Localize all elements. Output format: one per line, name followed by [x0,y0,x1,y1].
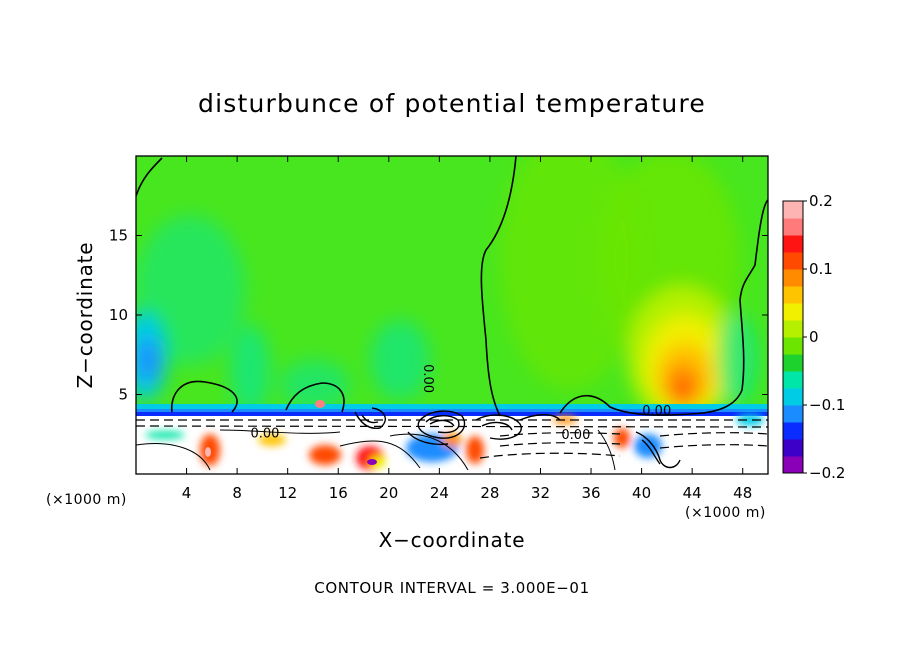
x-tick-label: 40 [632,484,651,502]
x-unit-label-left: (×1000 m) [46,492,127,508]
x-tick-label: 32 [531,484,550,502]
colorbar-swatch [783,201,803,219]
potential-temperature-field [136,156,768,474]
colorbar-swatch [783,218,803,236]
colorbar-swatch [783,320,803,338]
colorbar-swatch [783,371,803,389]
contour-lines [136,156,768,471]
x-unit-label-right: (×1000 m) [685,505,766,521]
contour-label: 0.00 [561,428,590,443]
colorbar-swatch [783,235,803,253]
x-tick-label: 48 [733,484,752,502]
x-tick-label: 8 [232,484,242,502]
y-tick-label: 5 [118,386,128,404]
contour-label: 0.00 [642,404,671,419]
y-axis: 5 10 15 [109,227,768,404]
colorbar-swatch [783,422,803,440]
colorbar-swatch [783,303,803,321]
colorbar-tick-label: −0.2 [809,464,845,482]
x-tick-label: 44 [683,484,702,502]
colorbar: 0.2 0.1 0 −0.1 −0.2 [782,192,845,482]
colorbar-tick-label: 0 [809,328,819,346]
colorbar-swatch [783,286,803,304]
contour-label: 0.00 [250,426,279,441]
colorbar-swatch [783,405,803,423]
x-tick-label: 12 [278,484,297,502]
colorbar-swatch [783,439,803,457]
x-axis: 4 8 12 16 20 24 28 32 36 40 44 48 [182,156,752,502]
contour-label: 0.00 [420,364,435,393]
colorbar-swatch [783,354,803,372]
contour-interval-note: CONTOUR INTERVAL = 3.000E−01 [314,579,589,597]
colorbar-tick-label: 0.2 [809,192,833,210]
x-tick-label: 28 [480,484,499,502]
colorbar-swatch [783,337,803,355]
contour-labels: 0.00 0.00 0.00 0.00 [250,364,671,443]
x-tick-label: 20 [379,484,398,502]
colorbar-tick-label: −0.1 [809,396,845,414]
colorbar-swatch [783,456,803,474]
x-tick-label: 4 [182,484,192,502]
chart-title: disturbunce of potential temperature [198,89,706,118]
y-axis-label: Z−coordinate [73,242,97,389]
colorbar-tick-label: 0.1 [809,260,833,278]
colorbar-swatch [783,269,803,287]
x-tick-label: 24 [430,484,449,502]
x-tick-label: 36 [581,484,600,502]
y-tick-label: 10 [109,306,128,324]
x-tick-label: 16 [329,484,348,502]
colorbar-swatch [783,388,803,406]
colorbar-swatch [783,252,803,270]
y-tick-label: 15 [109,227,128,245]
x-axis-label: X−coordinate [379,528,526,552]
